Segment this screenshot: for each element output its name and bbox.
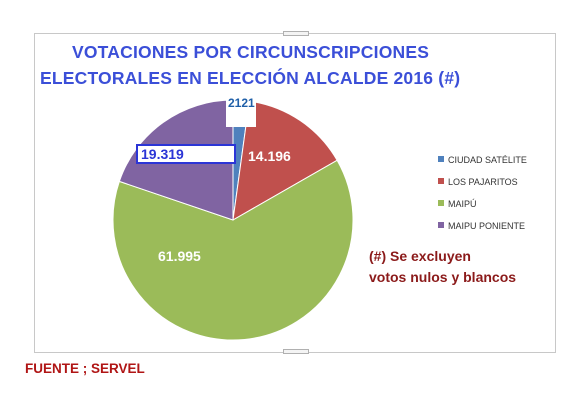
legend-swatch-maipu [438, 200, 444, 206]
label-box-ciudad-satelite [226, 95, 256, 127]
data-label-maipu: 61.995 [158, 248, 201, 264]
legend-item-maipu-poniente: MAIPU PONIENTE [438, 221, 525, 231]
chart-title-line1: VOTACIONES POR CIRCUNSCRIPCIONES [72, 42, 430, 62]
legend-label-ciudad-satelite: CIUDAD SATÉLITE [448, 155, 527, 165]
legend-label-maipu-poniente: MAIPU PONIENTE [448, 221, 526, 231]
legend-swatch-ciudad-satelite [438, 156, 444, 162]
legend-swatch-los-pajaritos [438, 178, 444, 184]
legend-item-maipu: MAIPÚ [438, 199, 477, 209]
resize-handle-bottom[interactable] [283, 349, 309, 354]
data-label-maipu-poniente: 19.319 [141, 146, 184, 162]
label-box-maipu-poniente [136, 144, 236, 164]
legend-label-los-pajaritos: LOS PAJARITOS [448, 177, 518, 187]
chart-title-line2: ELECTORALES EN ELECCIÓN ALCALDE 2016 (#) [40, 68, 461, 88]
legend-item-los-pajaritos: LOS PAJARITOS [438, 177, 518, 187]
legend-label-maipu: MAIPÚ [448, 199, 477, 209]
pie-slice-los-pajaritos [232, 100, 338, 221]
data-label-ciudad-satelite: 2121 [228, 96, 255, 110]
legend-item-ciudad-satelite: CIUDAD SATÉLITE [438, 155, 527, 165]
resize-handle-top[interactable] [283, 31, 309, 36]
footnote-line1: (#) Se excluyen [369, 248, 471, 264]
pie-slice-maipu [112, 159, 354, 341]
footnote-line2: votos nulos y blancos [369, 269, 517, 285]
data-label-los-pajaritos: 14.196 [248, 148, 291, 164]
legend-swatch-maipu-poniente [438, 222, 444, 228]
source-label: FUENTE ; SERVEL [25, 361, 145, 376]
